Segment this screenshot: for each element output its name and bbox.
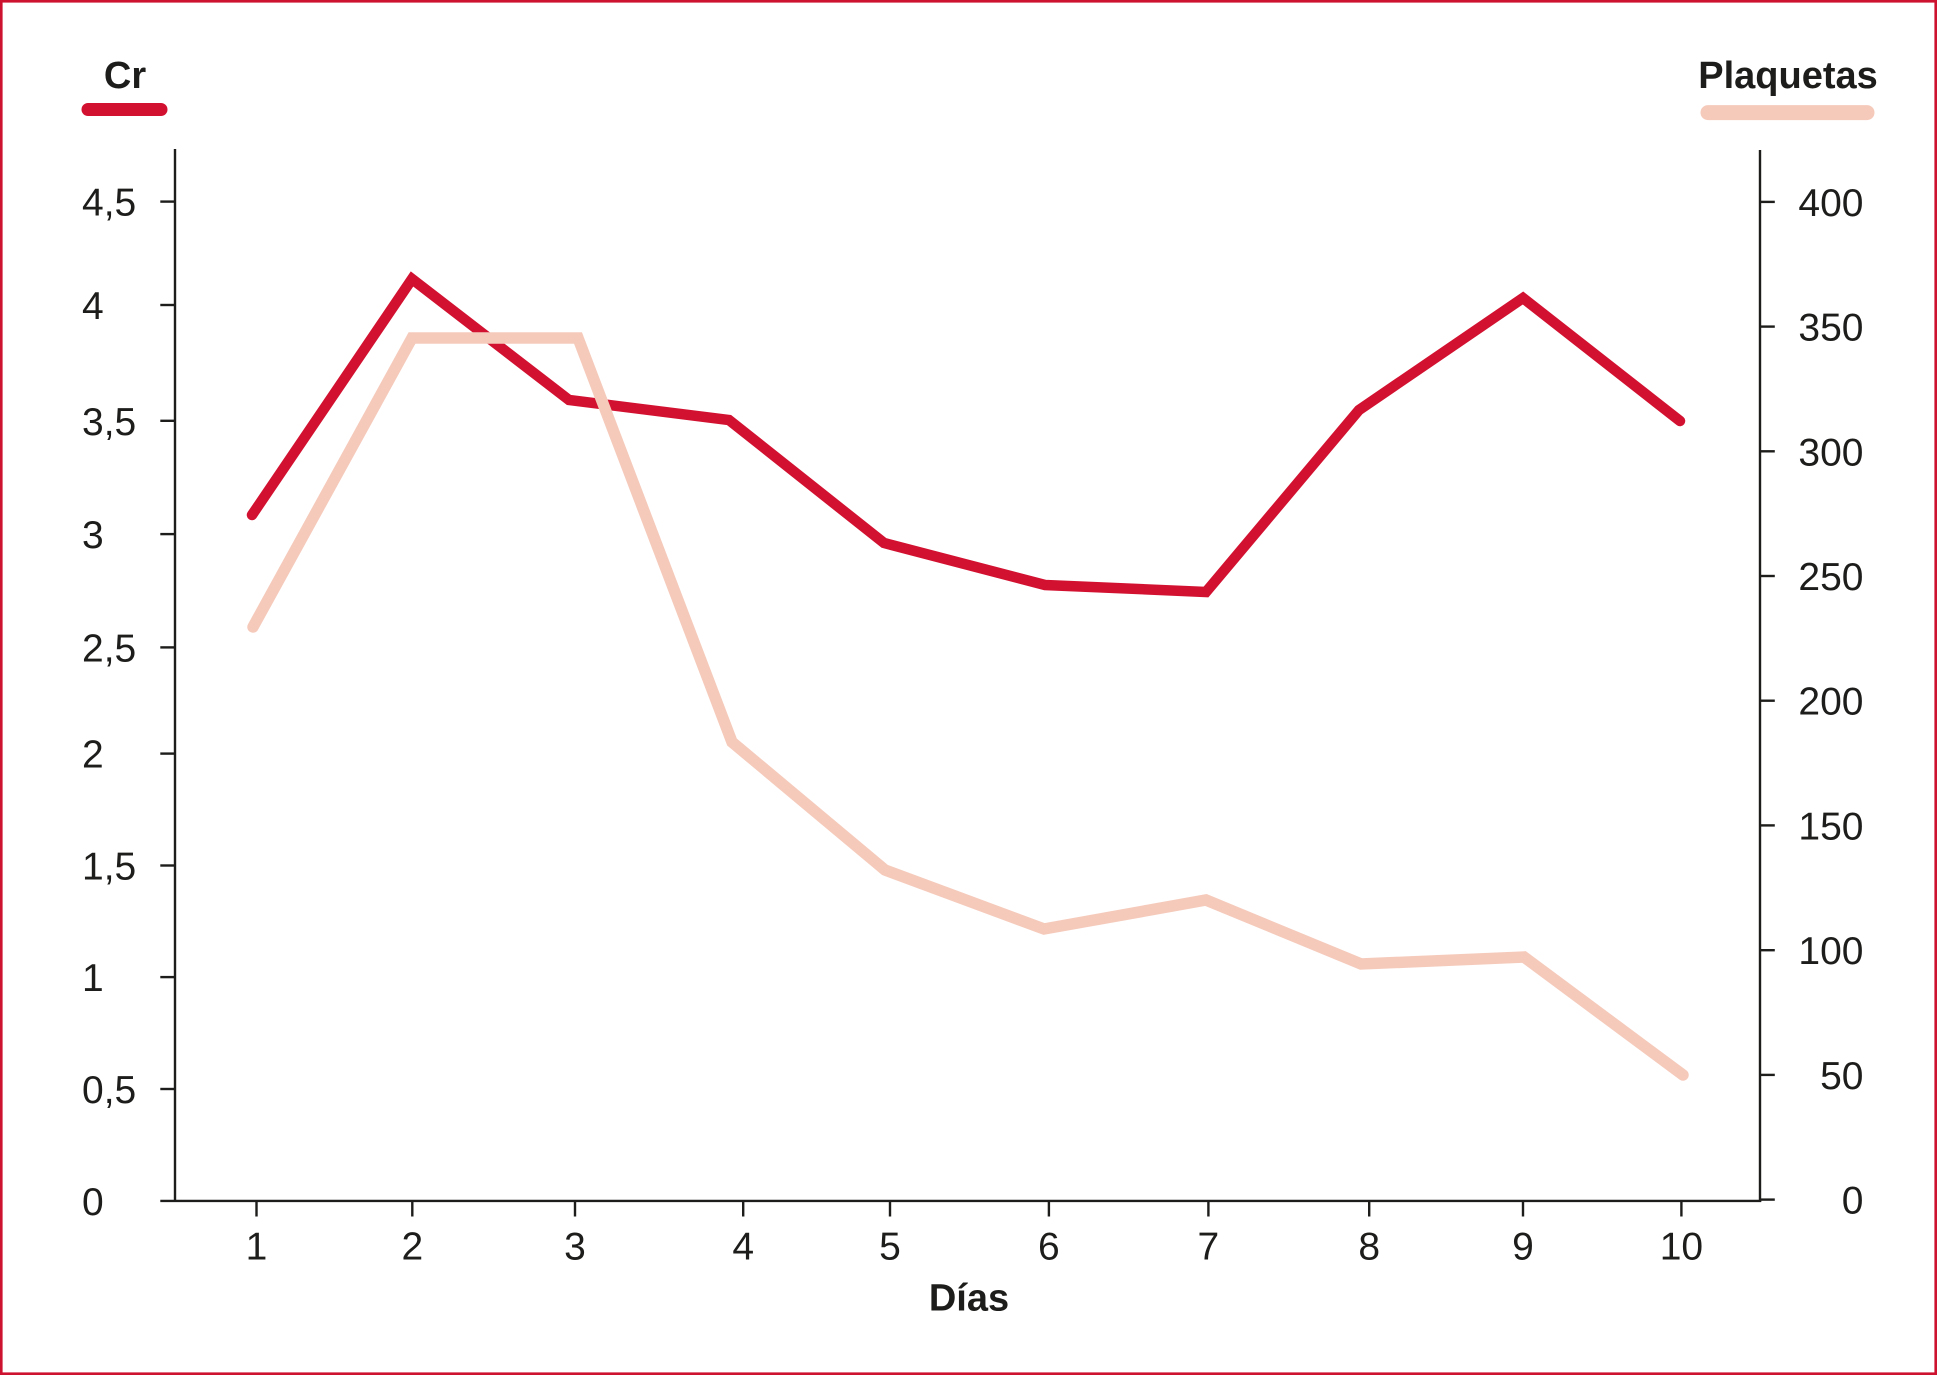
svg-text:0: 0 (1842, 1180, 1864, 1223)
svg-text:2: 2 (82, 734, 104, 777)
svg-text:1: 1 (82, 957, 104, 1000)
svg-text:350: 350 (1798, 307, 1863, 350)
svg-text:1: 1 (246, 1226, 268, 1269)
svg-text:3: 3 (82, 514, 104, 557)
svg-text:100: 100 (1798, 930, 1863, 973)
svg-text:0: 0 (82, 1181, 104, 1224)
svg-text:Plaquetas: Plaquetas (1698, 55, 1878, 97)
svg-text:400: 400 (1798, 182, 1863, 225)
svg-text:250: 250 (1798, 556, 1863, 599)
svg-text:Días: Días (929, 1278, 1009, 1320)
svg-text:10: 10 (1660, 1226, 1703, 1269)
svg-text:4,5: 4,5 (82, 182, 136, 225)
svg-text:3,5: 3,5 (82, 401, 136, 444)
svg-text:4: 4 (732, 1226, 754, 1269)
svg-text:4: 4 (82, 285, 104, 328)
svg-text:2,5: 2,5 (82, 627, 136, 670)
svg-text:2: 2 (401, 1226, 423, 1269)
svg-text:1,5: 1,5 (82, 846, 136, 889)
svg-text:300: 300 (1798, 431, 1863, 474)
svg-text:3: 3 (564, 1226, 586, 1269)
svg-text:Cr: Cr (104, 55, 146, 97)
svg-text:6: 6 (1038, 1226, 1060, 1269)
svg-text:7: 7 (1198, 1226, 1220, 1269)
svg-text:50: 50 (1820, 1055, 1863, 1098)
svg-text:0,5: 0,5 (82, 1069, 136, 1112)
svg-text:200: 200 (1798, 681, 1863, 724)
svg-text:150: 150 (1798, 805, 1863, 848)
svg-text:8: 8 (1358, 1226, 1380, 1269)
svg-text:9: 9 (1512, 1226, 1534, 1269)
svg-text:5: 5 (879, 1226, 901, 1269)
